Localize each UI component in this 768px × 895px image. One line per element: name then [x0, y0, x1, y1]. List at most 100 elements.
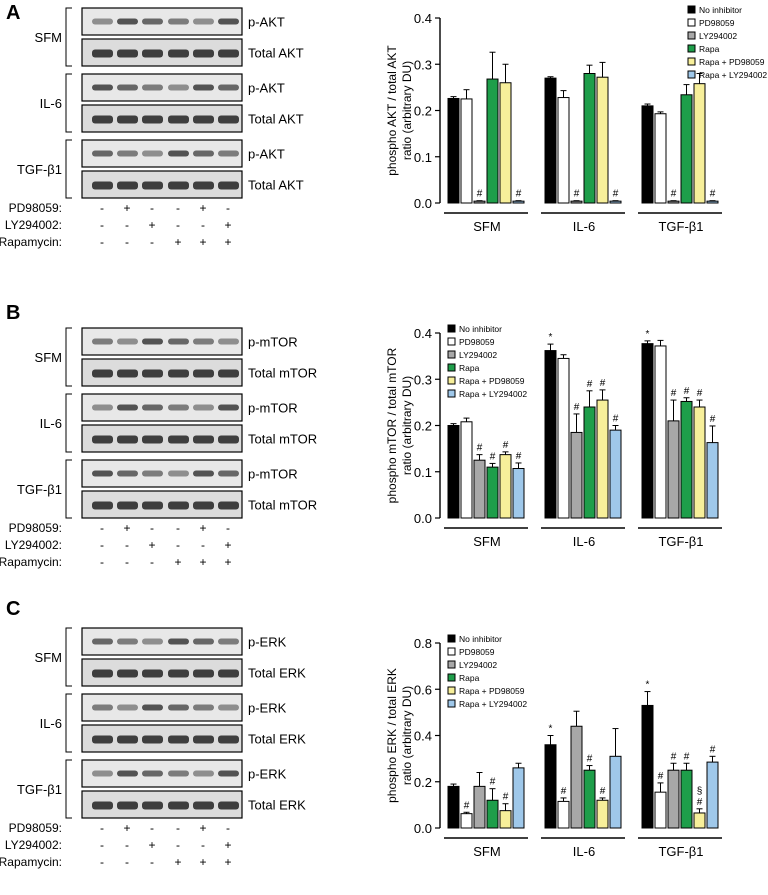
legend-entry: No inhibitor [459, 634, 502, 644]
treatment-sign: - [100, 201, 104, 215]
bar-chart-c: 0.0 0.2 0.4 0.6 0.8 phospho ERK / total ERKra… [385, 634, 722, 859]
bar [557, 357, 570, 519]
legend-entry: PD98059 [699, 18, 735, 28]
group-bracket [65, 459, 72, 519]
significance-mark: # [503, 440, 509, 451]
y-tick-label: 0.8 [414, 636, 432, 651]
bar [609, 200, 622, 204]
blot-band [218, 501, 239, 510]
panel-letter: C [6, 598, 21, 620]
blot-label: p-AKT [248, 81, 285, 96]
treatment-sign: - [125, 555, 129, 569]
blot-band [168, 18, 189, 25]
significance-mark: # [561, 786, 567, 797]
treatment-sign: + [123, 521, 130, 535]
blot-band [168, 435, 189, 444]
blot-band [193, 404, 214, 411]
blot-band [92, 735, 113, 744]
blot-label: Total mTOR [248, 366, 317, 381]
treatment-sign: + [224, 555, 231, 569]
treatment-sign: - [201, 538, 205, 552]
group-label: TGF-β1 [17, 782, 62, 797]
blot-label: Total AKT [248, 112, 304, 127]
legend-entry: Rapa + LY294002 [459, 699, 527, 709]
blot-band [117, 669, 138, 678]
blot-band [142, 369, 163, 378]
blot-band [193, 638, 214, 645]
treatment-sign: + [199, 855, 206, 869]
y-axis-label: phospho AKT / total AKTratio (arbitrary … [385, 45, 414, 176]
treatment-sign: - [100, 555, 104, 569]
bar [654, 791, 667, 829]
treatment-sign: - [100, 821, 104, 835]
treatment-sign: - [201, 838, 205, 852]
panel-letter: A [6, 2, 21, 24]
blot-band [117, 49, 138, 58]
significance-mark: # [658, 771, 664, 782]
bar [667, 420, 680, 519]
blot-band [142, 770, 163, 777]
legend-entry: Rapa + LY294002 [459, 389, 527, 399]
blot-band [168, 669, 189, 678]
bar [544, 744, 557, 829]
treatment-sign: + [224, 218, 231, 232]
blot-band [168, 501, 189, 510]
blot-band [92, 770, 113, 777]
blot-band [142, 801, 163, 810]
blot-label: p-mTOR [248, 401, 298, 416]
significance-mark: # [600, 378, 606, 389]
significance-mark: # [710, 744, 716, 755]
bar [693, 406, 706, 519]
treatment-label: Rapamycin: [0, 855, 62, 869]
blot-band [168, 49, 189, 58]
blot-band [218, 49, 239, 58]
x-tick-label: TGF-β1 [658, 844, 703, 859]
blot-label: Total mTOR [248, 498, 317, 513]
legend-swatch [447, 350, 456, 359]
blot-band [142, 338, 163, 345]
blot-band [168, 770, 189, 777]
bar [460, 813, 473, 829]
blot-label: p-mTOR [248, 467, 298, 482]
blot-band [92, 638, 113, 645]
blot-band [117, 501, 138, 510]
legend-entry: PD98059 [459, 647, 495, 657]
blot-band [142, 181, 163, 190]
y-tick-label: 0.4 [414, 729, 432, 744]
legend-entry: Rapa + PD98059 [459, 376, 525, 386]
bar [706, 200, 719, 204]
y-axis-label: phospho ERK / total ERKratio (arbitrary … [385, 668, 414, 803]
group-bracket [65, 7, 72, 67]
blot-band [117, 181, 138, 190]
treatment-sign: - [176, 821, 180, 835]
blot-band [168, 115, 189, 124]
x-tick-label: TGF-β1 [658, 534, 703, 549]
y-tick-label: 0.1 [414, 150, 432, 165]
blot-band [117, 18, 138, 25]
legend-swatch [447, 634, 456, 643]
bar [570, 725, 583, 829]
blot-band [193, 470, 214, 477]
bar [693, 83, 706, 204]
significance-mark: # [477, 189, 483, 200]
blot-band [193, 369, 214, 378]
blot-band [142, 704, 163, 711]
blot-band [142, 404, 163, 411]
blot-band [218, 404, 239, 411]
blot-band [218, 435, 239, 444]
treatment-sign: + [123, 821, 130, 835]
blot-band [117, 735, 138, 744]
blot-band [142, 735, 163, 744]
blot-band [142, 49, 163, 58]
treatment-sign: - [125, 538, 129, 552]
group-bracket [65, 627, 72, 687]
blot-band [193, 435, 214, 444]
blot-band [92, 669, 113, 678]
group-label: SFM [35, 650, 62, 665]
treatment-sign: - [150, 201, 154, 215]
blot-band [142, 18, 163, 25]
y-tick-label: 0.0 [414, 821, 432, 836]
blot-band [142, 435, 163, 444]
treatment-label: LY294002: [5, 838, 62, 852]
y-tick-label: 0.4 [414, 326, 432, 341]
